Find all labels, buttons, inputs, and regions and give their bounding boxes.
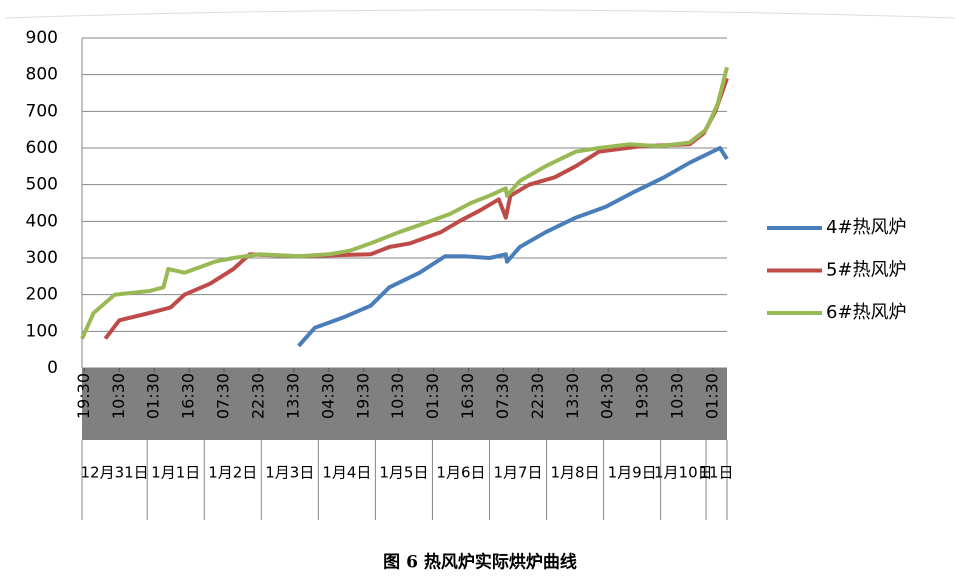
series-line <box>103 77 729 340</box>
legend-label: 4#热风炉 <box>826 217 907 238</box>
y-tick-label: 700 <box>26 101 58 121</box>
group-label: 1月3日 <box>265 464 314 482</box>
group-label: 12月31日 <box>81 464 149 482</box>
y-tick-label: 900 <box>26 28 58 48</box>
y-tick-label: 300 <box>26 248 58 268</box>
group-label: 1月8日 <box>551 464 600 482</box>
x-axis-band <box>82 368 727 440</box>
x-tick-label: 01:30 <box>703 373 722 419</box>
y-tick-label: 100 <box>26 321 58 341</box>
chart-title: 图 6 热风炉实际烘炉曲线 <box>383 552 577 573</box>
x-tick-label: 22:30 <box>528 373 547 419</box>
y-tick-label: 0 <box>47 358 58 378</box>
x-tick-label: 19:30 <box>633 373 652 419</box>
x-tick-label: 16:30 <box>458 373 477 419</box>
group-label: 1月1日 <box>151 464 200 482</box>
group-label: 1月9日 <box>608 464 657 482</box>
x-tick-label: 01:30 <box>144 373 163 419</box>
group-label: 11日 <box>699 464 733 482</box>
y-tick-label: 200 <box>26 285 58 305</box>
y-tick-label: 400 <box>26 211 58 231</box>
x-tick-label: 19:30 <box>353 373 372 419</box>
frame-edge <box>4 9 956 19</box>
x-tick-label: 13:30 <box>563 373 582 419</box>
x-tick-label: 10:30 <box>668 373 687 419</box>
x-tick-label: 16:30 <box>179 373 198 419</box>
y-tick-label: 500 <box>26 175 58 195</box>
group-label: 1月4日 <box>322 464 371 482</box>
x-tick-label: 22:30 <box>248 373 267 419</box>
x-tick-label: 10:30 <box>109 373 128 419</box>
x-tick-label: 04:30 <box>318 373 337 419</box>
x-tick-label: 01:30 <box>423 373 442 419</box>
y-tick-label: 800 <box>26 65 58 85</box>
legend-label: 5#热风炉 <box>826 260 907 281</box>
x-tick-label: 07:30 <box>214 373 233 419</box>
series-line <box>80 66 729 340</box>
series-line <box>297 146 729 348</box>
group-label: 1月5日 <box>379 464 428 482</box>
x-tick-label: 07:30 <box>493 373 512 419</box>
group-label: 1月2日 <box>208 464 257 482</box>
x-tick-label: 10:30 <box>388 373 407 419</box>
group-label: 1月6日 <box>436 464 485 482</box>
y-tick-label: 600 <box>26 138 58 158</box>
x-tick-label: 19:30 <box>74 373 93 419</box>
group-label: 1月7日 <box>493 464 542 482</box>
x-tick-label: 04:30 <box>598 373 617 419</box>
legend-label: 6#热风炉 <box>826 302 907 323</box>
x-tick-label: 13:30 <box>283 373 302 419</box>
group-label: 1月10日 <box>654 464 713 482</box>
